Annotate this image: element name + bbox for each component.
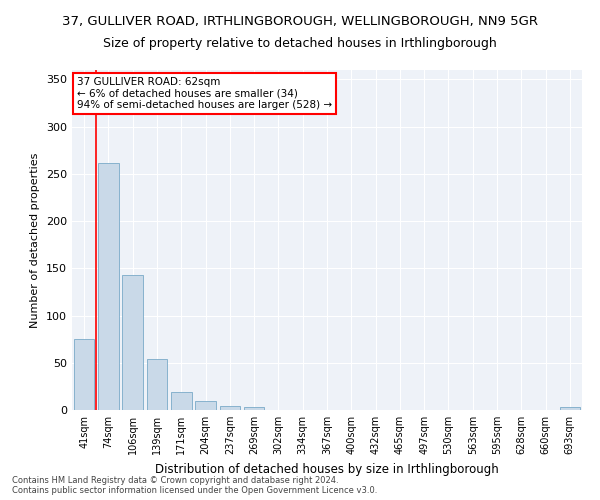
Y-axis label: Number of detached properties: Number of detached properties [31,152,40,328]
Bar [171,392,191,410]
Bar [560,407,580,410]
Text: 37, GULLIVER ROAD, IRTHLINGBOROUGH, WELLINGBOROUGH, NN9 5GR: 37, GULLIVER ROAD, IRTHLINGBOROUGH, WELL… [62,15,538,28]
Bar [74,339,94,410]
Bar [146,359,167,410]
X-axis label: Distribution of detached houses by size in Irthlingborough: Distribution of detached houses by size … [155,462,499,475]
Bar [122,275,143,410]
Text: Size of property relative to detached houses in Irthlingborough: Size of property relative to detached ho… [103,38,497,51]
Bar [220,406,240,410]
Text: Contains HM Land Registry data © Crown copyright and database right 2024.
Contai: Contains HM Land Registry data © Crown c… [12,476,377,495]
Bar [98,162,119,410]
Text: 37 GULLIVER ROAD: 62sqm
← 6% of detached houses are smaller (34)
94% of semi-det: 37 GULLIVER ROAD: 62sqm ← 6% of detached… [77,77,332,110]
Bar [195,400,216,410]
Bar [244,407,265,410]
